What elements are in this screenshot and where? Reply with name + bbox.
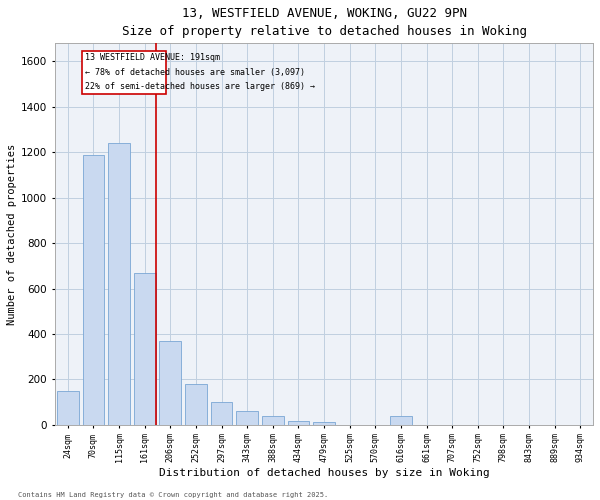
- Text: Contains HM Land Registry data © Crown copyright and database right 2025.: Contains HM Land Registry data © Crown c…: [18, 492, 328, 498]
- Text: 13 WESTFIELD AVENUE: 191sqm: 13 WESTFIELD AVENUE: 191sqm: [85, 54, 220, 62]
- Bar: [185, 384, 207, 425]
- Bar: [57, 391, 79, 425]
- Bar: [287, 421, 309, 425]
- Bar: [160, 341, 181, 425]
- Bar: [262, 416, 284, 425]
- Bar: [83, 154, 104, 425]
- Bar: [82, 51, 166, 94]
- X-axis label: Distribution of detached houses by size in Woking: Distribution of detached houses by size …: [158, 468, 490, 478]
- Title: 13, WESTFIELD AVENUE, WOKING, GU22 9PN
Size of property relative to detached hou: 13, WESTFIELD AVENUE, WOKING, GU22 9PN S…: [122, 7, 527, 38]
- Bar: [108, 143, 130, 425]
- Bar: [313, 422, 335, 425]
- Bar: [390, 416, 412, 425]
- Bar: [211, 402, 232, 425]
- Text: 22% of semi-detached houses are larger (869) →: 22% of semi-detached houses are larger (…: [85, 82, 315, 92]
- Y-axis label: Number of detached properties: Number of detached properties: [7, 144, 17, 324]
- Bar: [134, 272, 155, 425]
- Text: ← 78% of detached houses are smaller (3,097): ← 78% of detached houses are smaller (3,…: [85, 68, 305, 77]
- Bar: [236, 411, 258, 425]
